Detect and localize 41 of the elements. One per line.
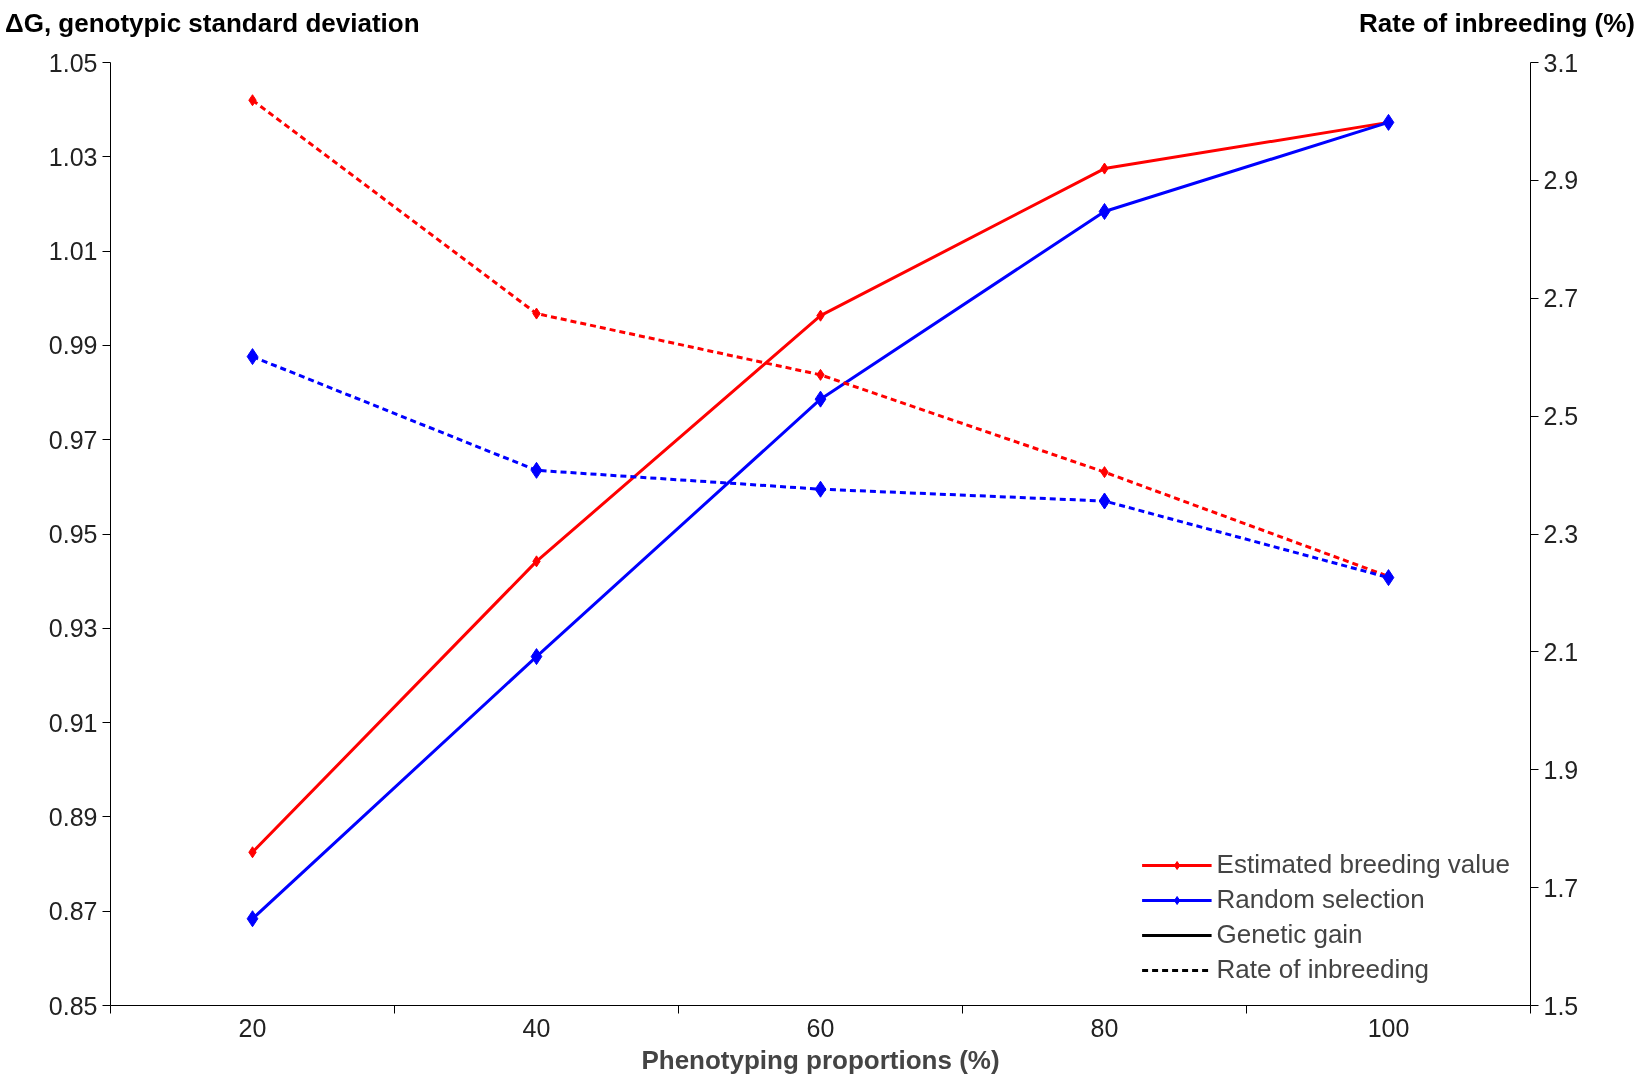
y2-tick-label: 2.9 <box>1543 166 1579 195</box>
point <box>814 390 827 408</box>
legend-label: Estimated breeding value <box>1216 849 1510 881</box>
point <box>1382 569 1395 587</box>
x-tick-label: 60 <box>806 1013 835 1042</box>
y2-tick-label: 1.5 <box>1543 991 1579 1020</box>
x-tick-label: 80 <box>1090 1013 1119 1042</box>
annotation: Rate of inbreeding <box>1216 954 1430 986</box>
y2-tick-label: 2.7 <box>1543 284 1579 313</box>
y2-tick-label: 2.3 <box>1543 520 1579 549</box>
x-axis-title: Phenotyping proportions (%) <box>641 1044 1000 1075</box>
y-tick-label: 0.99 <box>48 331 98 360</box>
legend-label: Random selection <box>1216 884 1425 916</box>
y-axis-title: ΔG, genotypic standard deviation <box>5 7 420 40</box>
y2-tick-label: 1.9 <box>1543 755 1579 784</box>
point <box>246 348 259 366</box>
x-tick-label: 100 <box>1367 1013 1410 1042</box>
y2-tick-label: 2.5 <box>1543 402 1579 431</box>
y-tick-label: 0.97 <box>48 425 98 454</box>
x-tick-label: 20 <box>238 1013 267 1042</box>
point <box>530 461 543 479</box>
y-tick-label: 0.91 <box>48 708 98 737</box>
y2-tick-label: 1.7 <box>1543 873 1579 902</box>
y-tick-label: 0.85 <box>48 991 98 1020</box>
y-tick-label: 0.95 <box>48 520 98 549</box>
point <box>1098 203 1111 221</box>
point <box>246 910 259 928</box>
y-tick-label: 0.93 <box>48 614 98 643</box>
y-tick-label: 0.89 <box>48 803 98 832</box>
y2-tick-label: 2.1 <box>1543 638 1579 667</box>
point <box>814 480 827 498</box>
y2-tick-label: 3.1 <box>1543 48 1579 77</box>
y2-axis-title: Rate of inbreeding (%) <box>1359 7 1635 40</box>
point <box>1098 492 1111 510</box>
y-tick-label: 0.87 <box>48 897 98 926</box>
y-tick-label: 1.05 <box>48 48 98 77</box>
annotation: Genetic gain <box>1216 919 1363 951</box>
y-tick-label: 1.03 <box>48 142 98 171</box>
y-tick-label: 1.01 <box>48 237 98 266</box>
point <box>530 648 543 666</box>
x-tick-label: 40 <box>522 1013 551 1042</box>
